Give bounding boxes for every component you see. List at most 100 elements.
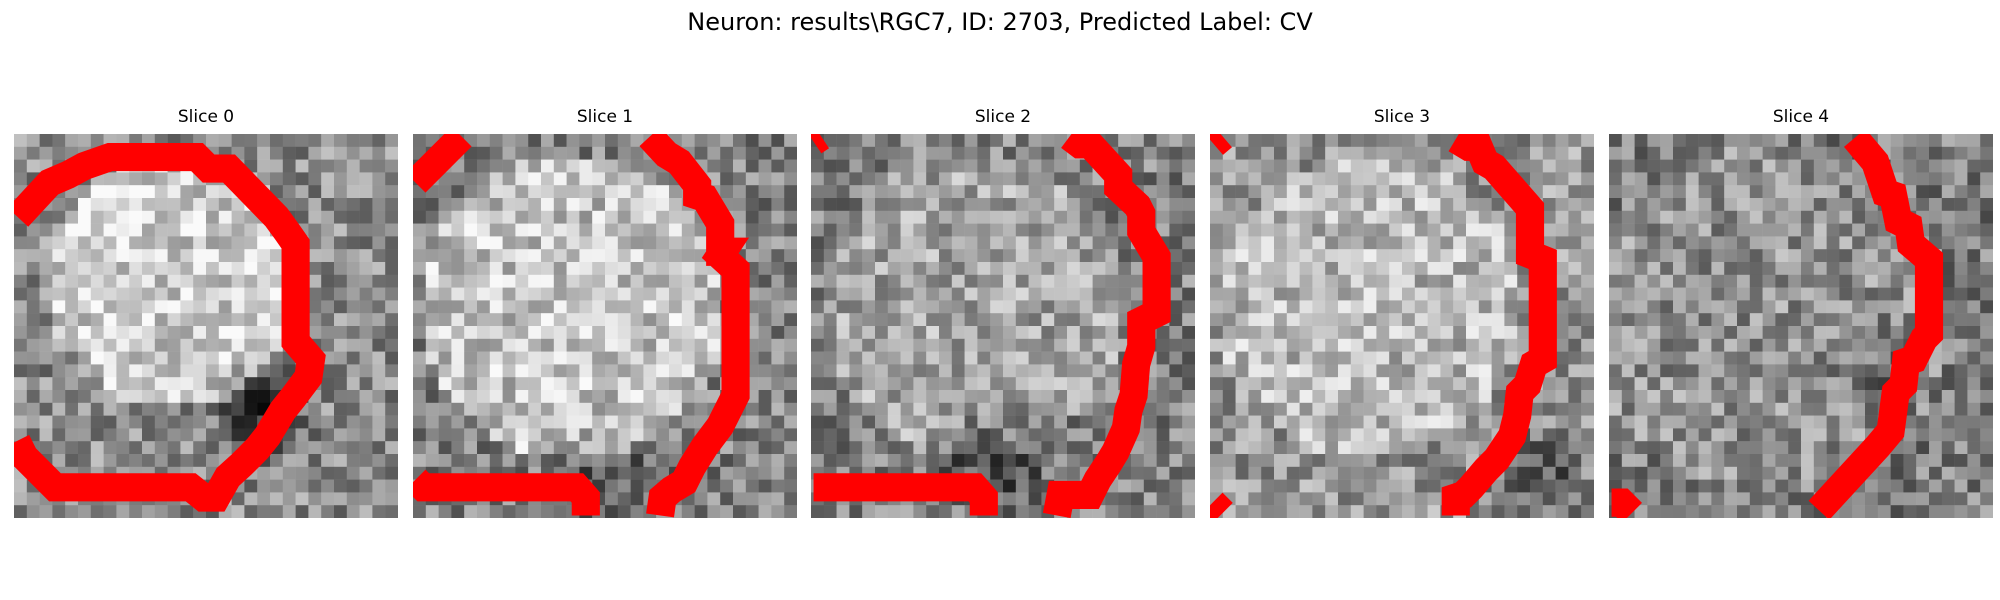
pixel-cell <box>1402 275 1415 288</box>
pixel-cell <box>347 211 360 224</box>
pixel-cell <box>1737 403 1750 416</box>
pixel-cell <box>104 441 117 454</box>
pixel-cell <box>1737 262 1750 275</box>
pixel-cell <box>477 224 490 237</box>
pixel-cell <box>490 339 503 352</box>
pixel-cell <box>746 480 759 493</box>
pixel-cell <box>618 224 631 237</box>
pixel-cell <box>1622 428 1635 441</box>
pixel-cell <box>875 211 888 224</box>
pixel-cell <box>1376 428 1389 441</box>
pixel-cell <box>579 185 592 198</box>
pixel-cell <box>52 262 65 275</box>
pixel-cell <box>605 441 618 454</box>
pixel-cell <box>1236 275 1249 288</box>
pixel-cell <box>219 236 232 249</box>
pixel-cell <box>1750 300 1763 313</box>
pixel-cell <box>952 300 965 313</box>
pixel-cell <box>27 147 40 160</box>
pixel-cell <box>631 262 644 275</box>
pixel-cell <box>1929 454 1942 467</box>
pixel-cell <box>1453 198 1466 211</box>
pixel-cell <box>1402 224 1415 237</box>
pixel-cell <box>1440 454 1453 467</box>
pixel-cell <box>1686 505 1699 518</box>
pixel-cell <box>1673 275 1686 288</box>
pixel-cell <box>515 262 528 275</box>
pixel-cell <box>40 236 53 249</box>
pixel-cell <box>490 326 503 339</box>
pixel-cell <box>656 185 669 198</box>
pixel-cell <box>707 134 720 147</box>
pixel-cell <box>1980 160 1993 173</box>
pixel-cell <box>142 288 155 301</box>
pixel-cell <box>849 236 862 249</box>
pixel-cell <box>385 339 398 352</box>
pixel-cell <box>1775 236 1788 249</box>
pixel-cell <box>477 339 490 352</box>
pixel-cell <box>1312 275 1325 288</box>
pixel-cell <box>784 416 797 429</box>
pixel-cell <box>1157 377 1170 390</box>
pixel-cell <box>1428 313 1441 326</box>
pixel-cell <box>1389 147 1402 160</box>
pixel-cell <box>283 454 296 467</box>
pixel-cell <box>1737 134 1750 147</box>
pixel-cell <box>1955 249 1968 262</box>
pixel-cell <box>1261 416 1274 429</box>
pixel-cell <box>824 172 837 185</box>
pixel-cell <box>451 249 464 262</box>
pixel-cell <box>193 275 206 288</box>
pixel-cell <box>643 326 656 339</box>
pixel-cell <box>14 492 27 505</box>
pixel-cell <box>771 364 784 377</box>
pixel-cell <box>1440 211 1453 224</box>
pixel-cell <box>1157 505 1170 518</box>
pixel-cell <box>1660 262 1673 275</box>
pixel-cell <box>1543 160 1556 173</box>
pixel-cell <box>1210 352 1223 365</box>
pixel-cell <box>439 416 452 429</box>
pixel-cell <box>862 275 875 288</box>
pixel-cell <box>1814 377 1827 390</box>
pixel-cell <box>232 224 245 237</box>
pixel-cell <box>1980 249 1993 262</box>
pixel-cell <box>451 377 464 390</box>
pixel-cell <box>1054 262 1067 275</box>
pixel-cell <box>837 505 850 518</box>
pixel-cell <box>771 249 784 262</box>
pixel-cell <box>1635 403 1648 416</box>
pixel-cell <box>1660 172 1673 185</box>
pixel-cell <box>682 364 695 377</box>
pixel-cell <box>1775 185 1788 198</box>
pixel-cell <box>360 249 373 262</box>
pixel-cell <box>1389 172 1402 185</box>
pixel-cell <box>283 441 296 454</box>
pixel-cell <box>1801 275 1814 288</box>
pixel-cell <box>155 224 168 237</box>
pixel-cell <box>1338 313 1351 326</box>
pixel-cell <box>682 339 695 352</box>
pixel-cell <box>464 211 477 224</box>
pixel-cell <box>385 326 398 339</box>
pixel-cell <box>1660 416 1673 429</box>
pixel-cell <box>347 300 360 313</box>
pixel-cell <box>849 364 862 377</box>
pixel-cell <box>1530 147 1543 160</box>
pixel-cell <box>1453 275 1466 288</box>
pixel-cell <box>477 390 490 403</box>
pixel-cell <box>334 147 347 160</box>
pixel-cell <box>1003 390 1016 403</box>
pixel-cell <box>888 211 901 224</box>
pixel-cell <box>528 454 541 467</box>
pixel-cell <box>1967 275 1980 288</box>
pixel-cell <box>1389 211 1402 224</box>
pixel-cell <box>1325 505 1338 518</box>
pixel-cell <box>1248 428 1261 441</box>
pixel-cell <box>1814 288 1827 301</box>
pixel-cell <box>1504 326 1517 339</box>
pixel-cell <box>1261 275 1274 288</box>
pixel-cell <box>1686 352 1699 365</box>
pixel-cell <box>1750 134 1763 147</box>
pixel-cell <box>1364 224 1377 237</box>
